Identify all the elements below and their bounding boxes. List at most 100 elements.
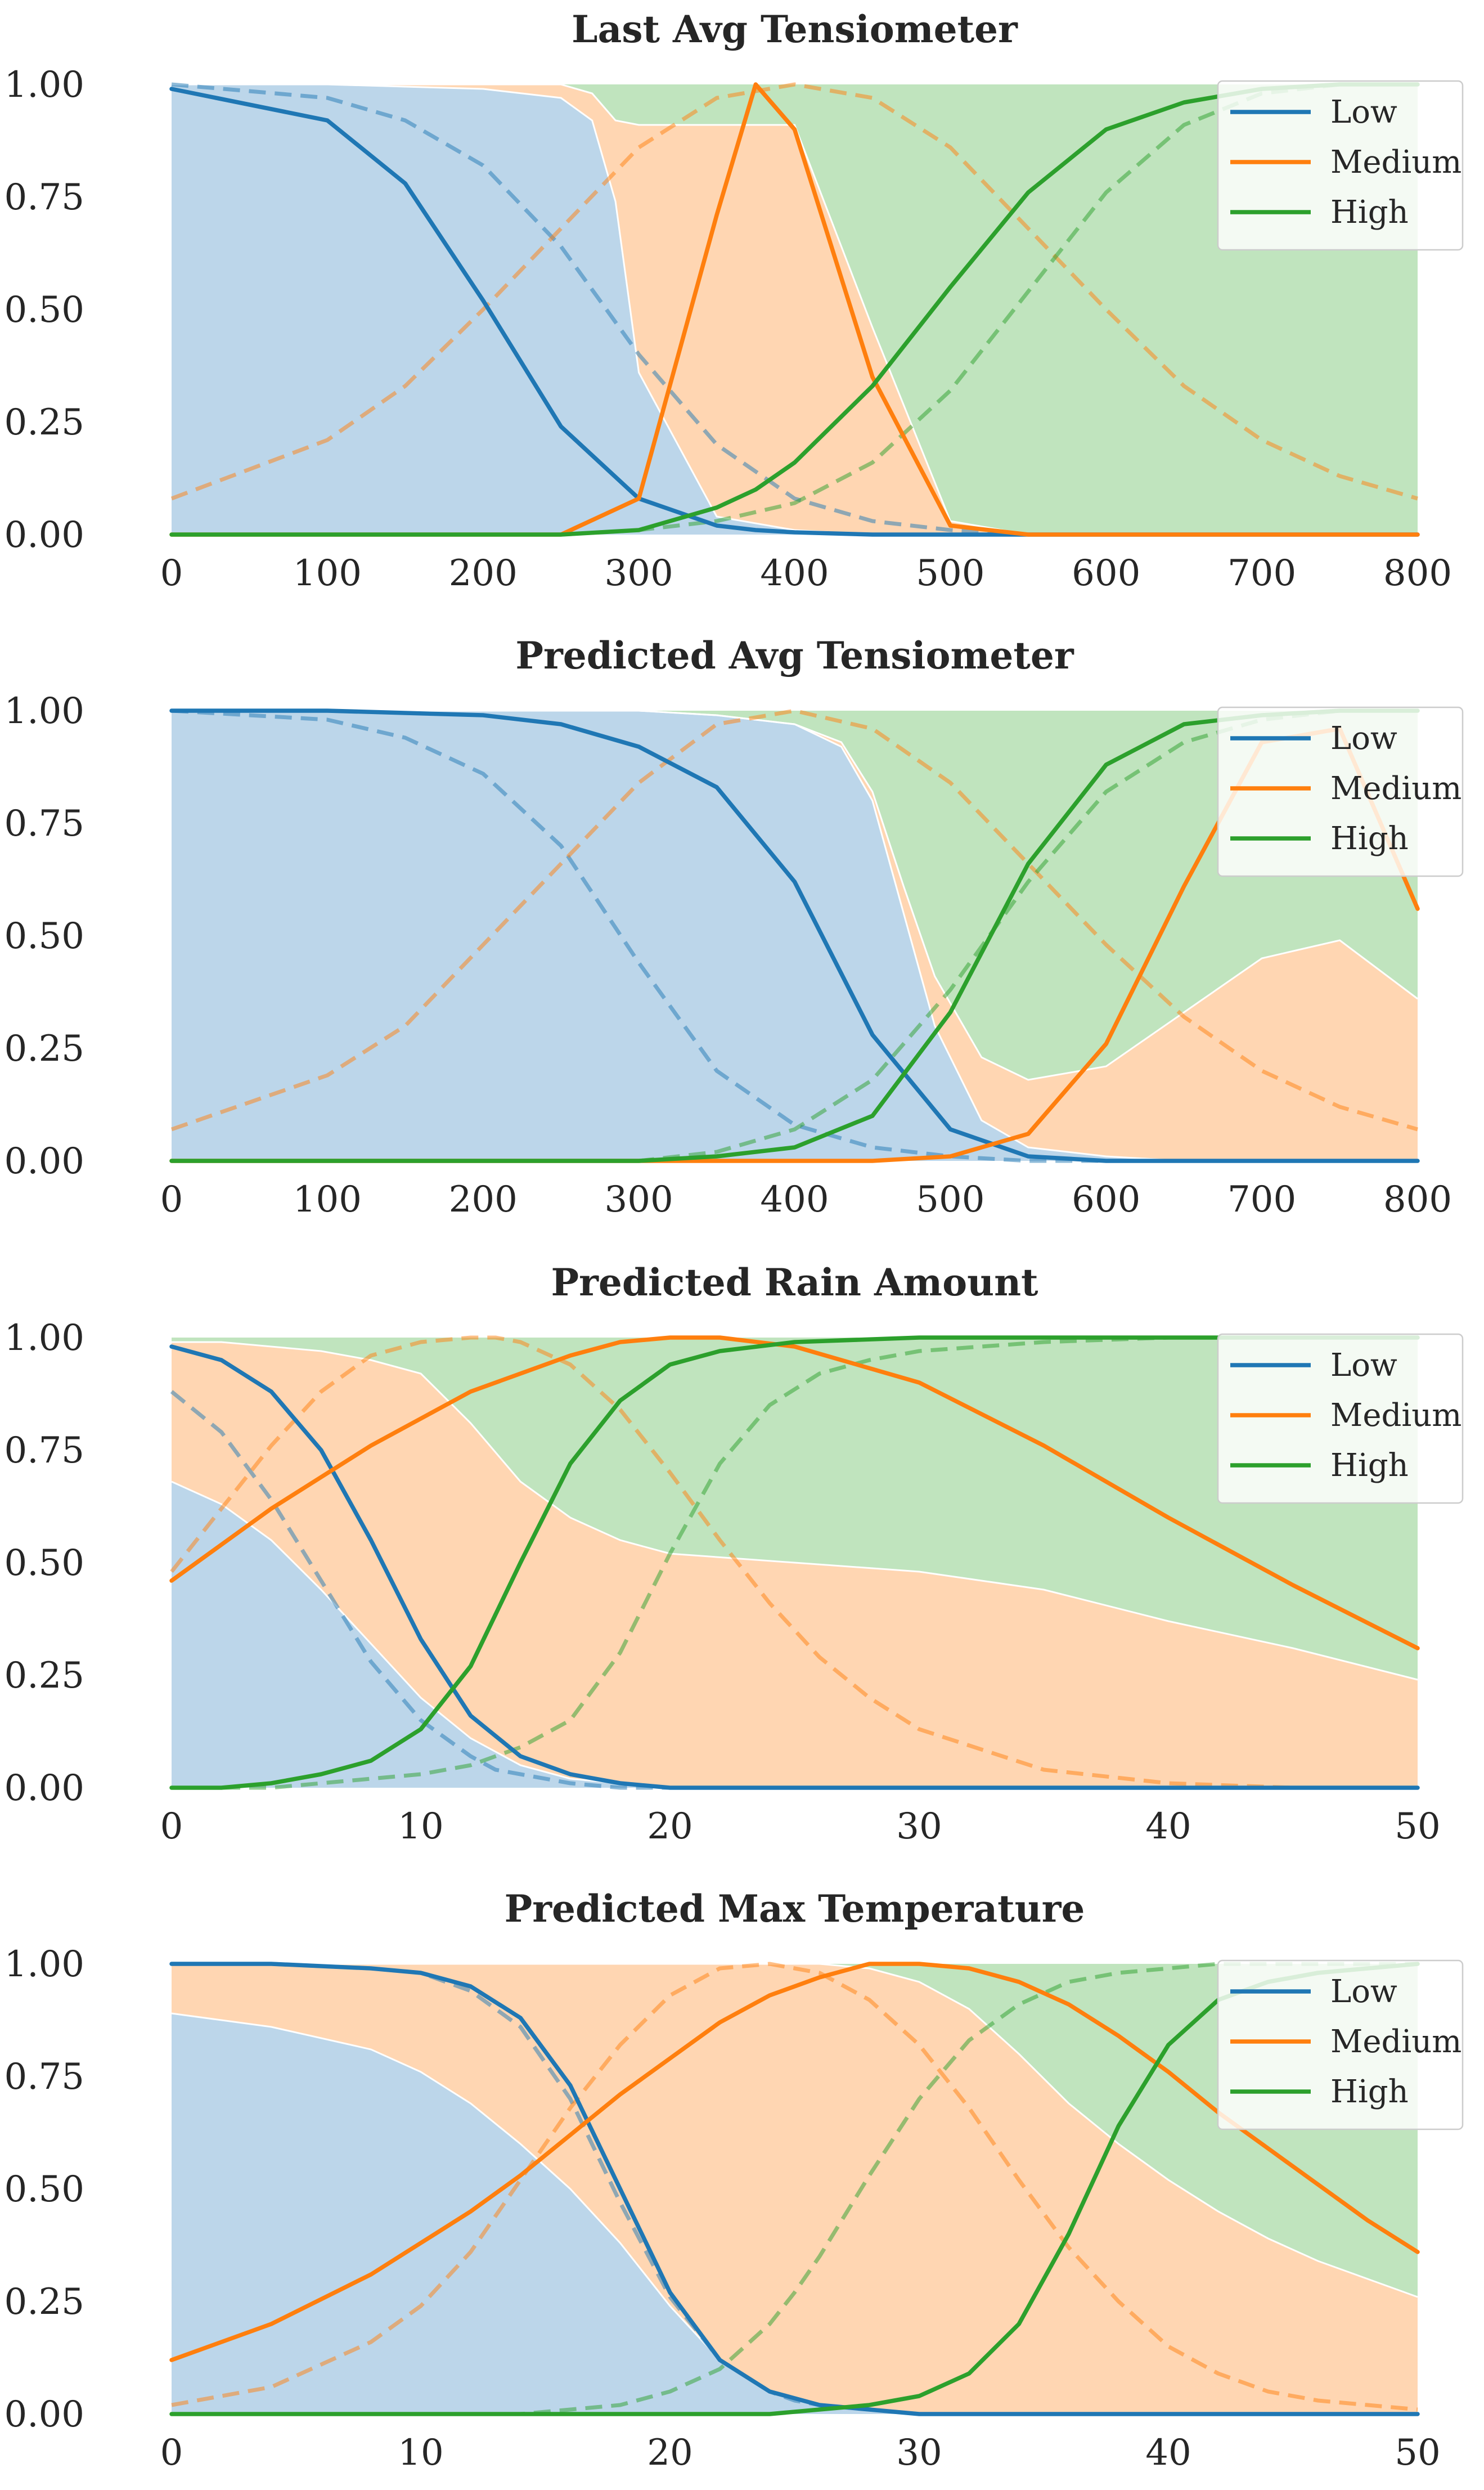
y-tick-label: 1.00 xyxy=(5,64,85,106)
x-tick-label: 600 xyxy=(1072,1179,1140,1221)
x-tick-label: 100 xyxy=(293,553,362,594)
x-tick-label: 10 xyxy=(398,1806,443,1847)
x-tick-label: 300 xyxy=(605,553,673,594)
x-tick-label: 700 xyxy=(1227,553,1296,594)
x-tick-label: 0 xyxy=(160,2432,183,2474)
legend-label-medium: Medium xyxy=(1330,770,1461,807)
y-tick-label: 1.00 xyxy=(5,690,85,732)
y-tick-label: 0.00 xyxy=(5,1767,85,1809)
legend-label-low: Low xyxy=(1330,1973,1397,2010)
y-tick-label: 0.25 xyxy=(5,1655,85,1697)
x-tick-label: 50 xyxy=(1395,2432,1440,2474)
subplot-last-avg-tensiometer: Last Avg Tensiometer 0.00 0.25 0.50 0.75 1.00… xyxy=(5,7,1464,594)
subplot-predicted-avg-tensiometer: Predicted Avg Tensiometer 0.00 0.25 0.50 0.7… xyxy=(5,634,1464,1221)
y-tick-label: 0.25 xyxy=(5,2281,85,2323)
area-low xyxy=(172,1482,1418,1788)
y-tick-label: 0.25 xyxy=(5,402,85,443)
legend-label-high: High xyxy=(1330,1447,1409,1484)
x-tick-label: 800 xyxy=(1383,553,1452,594)
legend: Low Medium High xyxy=(1217,80,1464,251)
y-tick-label: 0.50 xyxy=(5,916,85,957)
chart-title: Predicted Rain Amount xyxy=(551,1260,1038,1304)
y-tick-label: 1.00 xyxy=(5,1944,85,1985)
legend-label-low: Low xyxy=(1330,720,1397,757)
dashed-line-medium xyxy=(170,708,1418,1132)
area-low xyxy=(172,2013,1418,2414)
x-tick-label: 200 xyxy=(449,1179,518,1221)
solid-line-low xyxy=(169,1344,1420,1790)
x-tick-label: 50 xyxy=(1395,1806,1440,1847)
area-medium xyxy=(172,1964,1418,2414)
x-tick-label: 800 xyxy=(1383,1179,1452,1221)
legend-box xyxy=(1217,706,1464,877)
y-tick-label: 0.00 xyxy=(5,2394,85,2435)
solid-line-low xyxy=(169,708,1420,1163)
y-tick-label: 0.50 xyxy=(5,1542,85,1584)
area-high xyxy=(172,84,1418,535)
x-tick-label: 400 xyxy=(760,553,829,594)
legend: Low Medium High xyxy=(1217,1959,1464,2130)
legend-box xyxy=(1217,1333,1464,1504)
y-tick-label: 0.75 xyxy=(5,1430,85,1471)
y-tick-label: 1.00 xyxy=(5,1317,85,1359)
legend-label-high: High xyxy=(1330,2074,1409,2110)
chart-title: Last Avg Tensiometer xyxy=(572,7,1018,51)
x-tick-label: 0 xyxy=(160,1179,183,1221)
legend-label-medium: Medium xyxy=(1330,2024,1461,2060)
x-tick-label: 40 xyxy=(1145,2432,1191,2474)
area-high xyxy=(172,1338,1418,1680)
x-tick-label: 500 xyxy=(916,553,984,594)
x-tick-label: 300 xyxy=(605,1179,673,1221)
legend-label-low: Low xyxy=(1330,1347,1397,1384)
y-tick-label: 0.75 xyxy=(5,177,85,218)
chart-title: Predicted Max Temperature xyxy=(505,1887,1085,1931)
y-tick-label: 0.50 xyxy=(5,2169,85,2210)
solid-line-high xyxy=(169,1335,1420,1790)
dashed-line-medium xyxy=(170,1335,1418,1790)
area-boundary-medium xyxy=(172,1341,1418,1681)
x-tick-label: 200 xyxy=(449,553,518,594)
subplot-predicted-max-temperature: Predicted Max Temperature 0.00 0.25 0.50 0.7… xyxy=(5,1887,1464,2474)
legend-box xyxy=(1217,1959,1464,2130)
legend-box xyxy=(1217,80,1464,251)
area-low xyxy=(172,711,1418,1161)
x-tick-label: 500 xyxy=(916,1179,984,1221)
x-tick-label: 700 xyxy=(1227,1179,1296,1221)
x-tick-label: 0 xyxy=(160,1806,183,1847)
area-high xyxy=(172,711,1418,1080)
x-tick-label: 400 xyxy=(760,1179,829,1221)
y-tick-label: 0.75 xyxy=(5,803,85,845)
dashed-line-medium xyxy=(171,1962,1418,2412)
x-tick-label: 30 xyxy=(896,1806,942,1847)
area-high xyxy=(172,1964,1418,2297)
dashed-line-medium xyxy=(170,82,1418,501)
y-tick-label: 0.50 xyxy=(5,289,85,331)
area-medium xyxy=(172,1342,1418,1788)
solid-line-high xyxy=(169,82,1420,537)
area-medium xyxy=(172,84,1418,535)
chart-title: Predicted Avg Tensiometer xyxy=(515,634,1074,678)
x-tick-label: 40 xyxy=(1145,1806,1191,1847)
dashed-line-high xyxy=(172,1335,1418,1790)
x-tick-label: 100 xyxy=(293,1179,362,1221)
solid-line-medium xyxy=(169,1335,1420,1650)
x-tick-label: 20 xyxy=(647,1806,692,1847)
area-boundary-medium xyxy=(172,710,1418,1081)
y-tick-label: 0.00 xyxy=(5,514,85,556)
y-tick-label: 0.25 xyxy=(5,1028,85,1070)
x-tick-label: 30 xyxy=(896,2432,942,2474)
x-tick-label: 600 xyxy=(1072,553,1140,594)
legend-label-high: High xyxy=(1330,194,1409,231)
x-tick-label: 0 xyxy=(160,553,183,594)
legend: Low Medium High xyxy=(1217,1333,1464,1504)
area-boundary-medium xyxy=(172,1963,1418,2298)
legend-label-high: High xyxy=(1330,820,1409,857)
x-tick-label: 10 xyxy=(398,2432,443,2474)
legend-label-medium: Medium xyxy=(1330,1397,1461,1434)
legend-label-low: Low xyxy=(1330,94,1397,131)
legend-label-medium: Medium xyxy=(1330,144,1461,181)
x-tick-label: 20 xyxy=(647,2432,692,2474)
area-medium xyxy=(172,711,1418,1161)
y-tick-label: 0.00 xyxy=(5,1141,85,1182)
